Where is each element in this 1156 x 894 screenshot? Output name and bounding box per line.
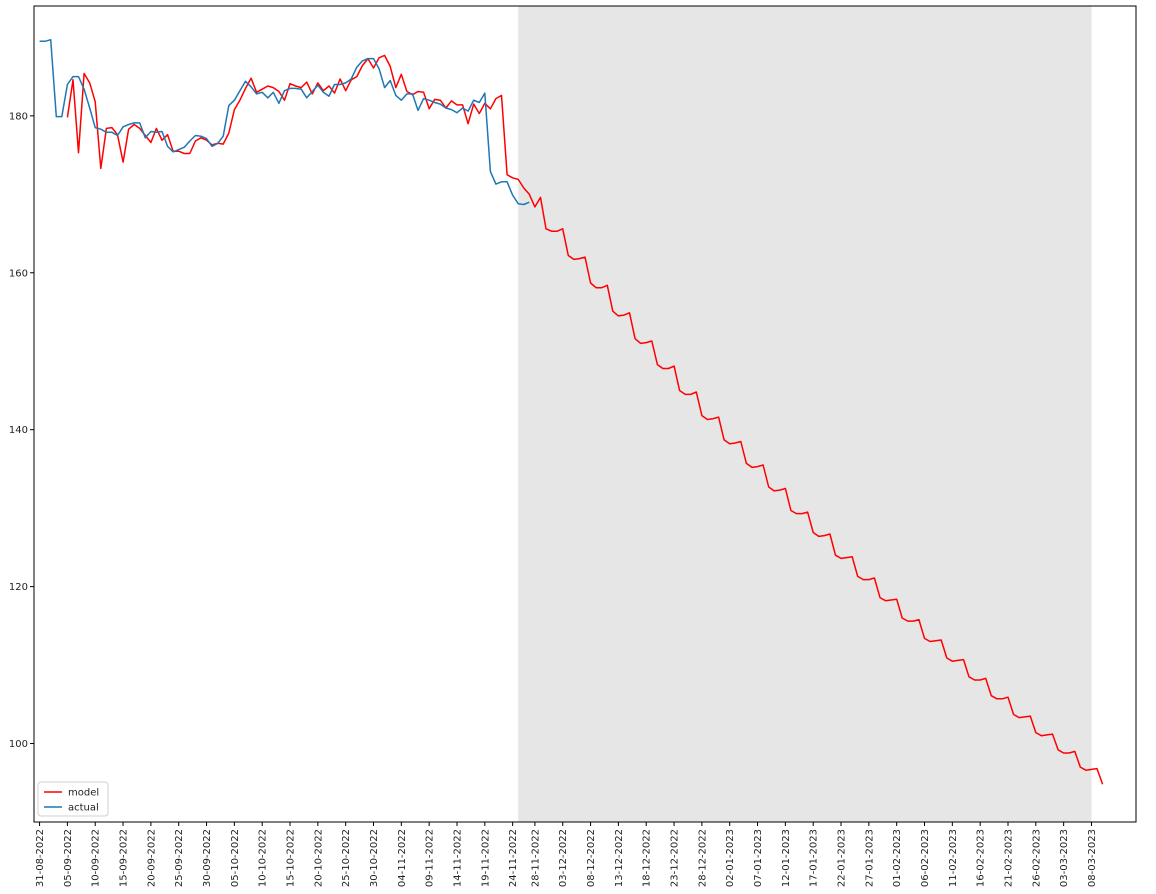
x-tick-label: 27-01-2023 bbox=[864, 829, 875, 887]
x-tick-label: 10-10-2022 bbox=[258, 829, 269, 887]
x-tick-label: 10-09-2022 bbox=[91, 829, 102, 887]
y-tick-label: 140 bbox=[9, 425, 28, 436]
legend: model actual bbox=[37, 781, 109, 817]
x-tick-label: 15-09-2022 bbox=[119, 829, 130, 887]
y-tick-label: 160 bbox=[9, 268, 28, 279]
x-tick-label: 30-10-2022 bbox=[369, 829, 380, 887]
plot-area bbox=[518, 6, 1092, 822]
x-tick-label: 05-10-2022 bbox=[230, 829, 241, 887]
x-tick-label: 08-03-2023 bbox=[1087, 829, 1098, 887]
x-tick-label: 20-10-2022 bbox=[313, 829, 324, 887]
x-tick-label: 12-01-2023 bbox=[781, 829, 792, 887]
x-tick-label: 20-09-2022 bbox=[146, 829, 157, 887]
x-tick-label: 25-10-2022 bbox=[341, 829, 352, 887]
x-tick-label: 31-08-2022 bbox=[35, 829, 46, 887]
x-tick-label: 25-09-2022 bbox=[174, 829, 185, 887]
legend-label-model: model bbox=[68, 788, 99, 799]
x-tick-label: 17-01-2023 bbox=[809, 829, 820, 887]
x-tick-label: 16-02-2023 bbox=[976, 829, 987, 887]
x-tick-label: 23-12-2022 bbox=[670, 829, 681, 887]
x-tick-label: 04-11-2022 bbox=[397, 829, 408, 887]
x-tick-label: 03-03-2023 bbox=[1059, 829, 1070, 887]
x-tick-label: 28-12-2022 bbox=[697, 829, 708, 887]
forecast-region bbox=[518, 6, 1092, 822]
x-tick-label: 30-09-2022 bbox=[202, 829, 213, 887]
x-tick-label: 18-12-2022 bbox=[642, 829, 653, 887]
series-layer bbox=[39, 38, 1104, 785]
x-tick-label: 08-12-2022 bbox=[586, 829, 597, 887]
x-tick-label: 06-02-2023 bbox=[920, 829, 931, 887]
x-tick-label: 22-01-2023 bbox=[837, 829, 848, 887]
x-tick-label: 07-01-2023 bbox=[753, 829, 764, 887]
y-tick-label: 120 bbox=[9, 582, 28, 593]
axes-frame bbox=[33, 5, 1137, 823]
x-tick-label: 24-11-2022 bbox=[508, 829, 519, 887]
series-line-actual bbox=[39, 38, 530, 206]
x-tick-label: 09-11-2022 bbox=[425, 829, 436, 887]
series-line-model bbox=[66, 54, 1104, 785]
x-tick-label: 19-11-2022 bbox=[480, 829, 491, 887]
x-tick-label: 13-12-2022 bbox=[614, 829, 625, 887]
y-tick-label: 180 bbox=[9, 111, 28, 122]
y-axis: 100 120 140 160 180 bbox=[9, 111, 34, 750]
x-tick-label: 26-02-2023 bbox=[1031, 829, 1042, 887]
x-tick-label: 01-02-2023 bbox=[892, 829, 903, 887]
x-tick-label: 14-11-2022 bbox=[452, 829, 463, 887]
x-tick-label: 11-02-2023 bbox=[948, 829, 959, 887]
x-tick-label: 28-11-2022 bbox=[530, 829, 541, 887]
x-tick-label: 21-02-2023 bbox=[1003, 829, 1014, 887]
x-tick-label: 02-01-2023 bbox=[725, 829, 736, 887]
x-tick-label: 05-09-2022 bbox=[63, 829, 74, 887]
y-tick-label: 100 bbox=[9, 739, 28, 750]
legend-label-actual: actual bbox=[68, 803, 99, 814]
x-tick-label: 15-10-2022 bbox=[286, 829, 297, 887]
x-tick-label: 03-12-2022 bbox=[558, 829, 569, 887]
x-axis: 31-08-2022 05-09-2022 10-09-2022 15-09-2022… bbox=[35, 822, 1098, 887]
